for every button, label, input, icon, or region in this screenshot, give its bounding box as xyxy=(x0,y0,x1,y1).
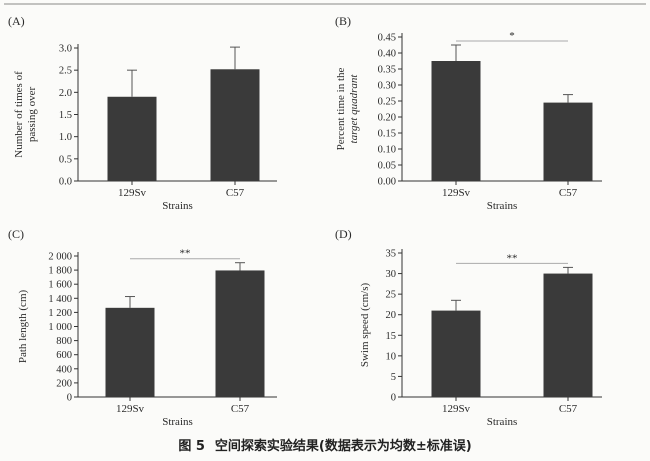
y-tick-label: 1.0 xyxy=(59,132,72,143)
y-tick-label: 0.25 xyxy=(378,97,396,108)
x-axis-label: Strains xyxy=(487,200,518,212)
y-tick-label: 2.5 xyxy=(59,66,72,77)
y-axis-label-line: Percent time in the xyxy=(335,67,347,150)
y-tick-label: 30 xyxy=(386,269,397,280)
bar-129sv xyxy=(431,61,481,181)
x-tick-label: C57 xyxy=(226,187,245,199)
x-tick-label: C57 xyxy=(559,403,578,415)
y-tick-label: 1 200 xyxy=(48,308,72,319)
y-tick-label: 0.40 xyxy=(378,49,396,60)
y-tick-label: 20 xyxy=(386,310,397,321)
x-tick-label: 129Sv xyxy=(118,187,147,199)
bar-c57 xyxy=(215,270,265,397)
y-tick-label: 2 000 xyxy=(48,252,72,263)
y-tick-label: 25 xyxy=(386,290,397,301)
bar-129sv xyxy=(431,310,481,397)
chart-panels: (A) Number of times ofpassing over 0.0 0.5 1… xyxy=(8,14,602,428)
y-axis-label-line: target quadrant xyxy=(348,74,360,144)
y-tick-label: 800 xyxy=(56,336,72,347)
caption-number: 图 5 xyxy=(178,439,205,454)
y-tick-label: 200 xyxy=(56,378,72,389)
chart-panel-a: (A) Number of times ofpassing over 0.0 0.5 1… xyxy=(8,14,277,212)
y-axis-label-line: Swim speed (cm/s) xyxy=(359,283,371,368)
x-axis-label: Strains xyxy=(162,200,193,212)
panel-label: (C) xyxy=(8,227,24,241)
y-tick-label: 0.30 xyxy=(378,81,396,92)
y-axis-label: Number of times ofpassing over xyxy=(13,71,38,158)
x-tick-label: C57 xyxy=(231,403,250,415)
panel-label: (A) xyxy=(8,14,25,28)
x-tick-label: C57 xyxy=(559,187,578,199)
y-axis-label: Path length (cm) xyxy=(17,290,29,364)
x-tick-label: 129Sv xyxy=(442,403,471,415)
y-tick-label: 0.45 xyxy=(378,33,396,44)
bar-c57 xyxy=(543,102,593,181)
bar-c57 xyxy=(210,69,260,181)
y-tick-label: 0.35 xyxy=(378,65,396,76)
y-tick-label: 10 xyxy=(386,351,397,362)
chart-panel-d: (D) Swim speed (cm/s) 0 5 10 15 20 25 30 35 129Sv C… xyxy=(335,227,602,428)
y-tick-label: 0.05 xyxy=(378,161,396,172)
panel-label: (B) xyxy=(335,14,351,28)
y-axis-label-line: Path length (cm) xyxy=(17,290,29,364)
x-tick-label: 129Sv xyxy=(442,187,471,199)
y-tick-label: 1 400 xyxy=(48,294,72,305)
significance-marker: ** xyxy=(180,248,191,260)
y-tick-label: 35 xyxy=(386,249,397,260)
bar-c57 xyxy=(543,273,593,397)
y-tick-label: 400 xyxy=(56,364,72,375)
panel-label: (D) xyxy=(335,227,352,241)
y-tick-label: 1.5 xyxy=(59,110,72,121)
bar-129sv xyxy=(107,96,157,181)
chart-panel-c: (C) Path length (cm) 0 200 400 600 800 1 000 1 2… xyxy=(8,227,277,428)
y-tick-label: 1 800 xyxy=(48,266,72,277)
y-tick-label: 0.5 xyxy=(59,154,72,165)
y-tick-label: 1 000 xyxy=(48,322,72,333)
y-axis-label: Percent time in thetarget quadrant xyxy=(335,67,360,150)
y-tick-label: 2.0 xyxy=(59,88,72,99)
y-axis-label-line: passing over xyxy=(26,87,38,143)
bar-129sv xyxy=(105,307,155,397)
y-tick-label: 0 xyxy=(67,393,72,404)
y-axis-label-line: Number of times of xyxy=(13,71,25,158)
y-tick-label: 0.10 xyxy=(378,145,396,156)
y-tick-label: 1 600 xyxy=(48,280,72,291)
y-tick-label: 0.15 xyxy=(378,129,396,140)
y-tick-label: 600 xyxy=(56,350,72,361)
x-tick-label: 129Sv xyxy=(116,403,145,415)
significance-marker: ** xyxy=(507,252,518,264)
caption-text: 空间探索实验结果(数据表示为均数±标准误) xyxy=(214,439,472,454)
chart-panel-b: (B) Percent time in thetarget quadrant 0.0… xyxy=(335,14,602,212)
y-tick-label: 3.0 xyxy=(59,44,72,55)
y-tick-label: 0.20 xyxy=(378,113,396,124)
y-tick-label: 0.00 xyxy=(378,177,396,188)
x-axis-label: Strains xyxy=(162,416,193,428)
y-tick-label: 0.0 xyxy=(59,177,72,188)
y-tick-label: 15 xyxy=(386,331,397,342)
y-tick-label: 5 xyxy=(391,372,396,383)
figure-caption: 图 5 空间探索实验结果(数据表示为均数±标准误) xyxy=(0,435,650,454)
y-tick-label: 0 xyxy=(391,393,396,404)
significance-marker: * xyxy=(509,30,515,42)
y-axis-label: Swim speed (cm/s) xyxy=(359,283,371,368)
x-axis-label: Strains xyxy=(487,416,518,428)
